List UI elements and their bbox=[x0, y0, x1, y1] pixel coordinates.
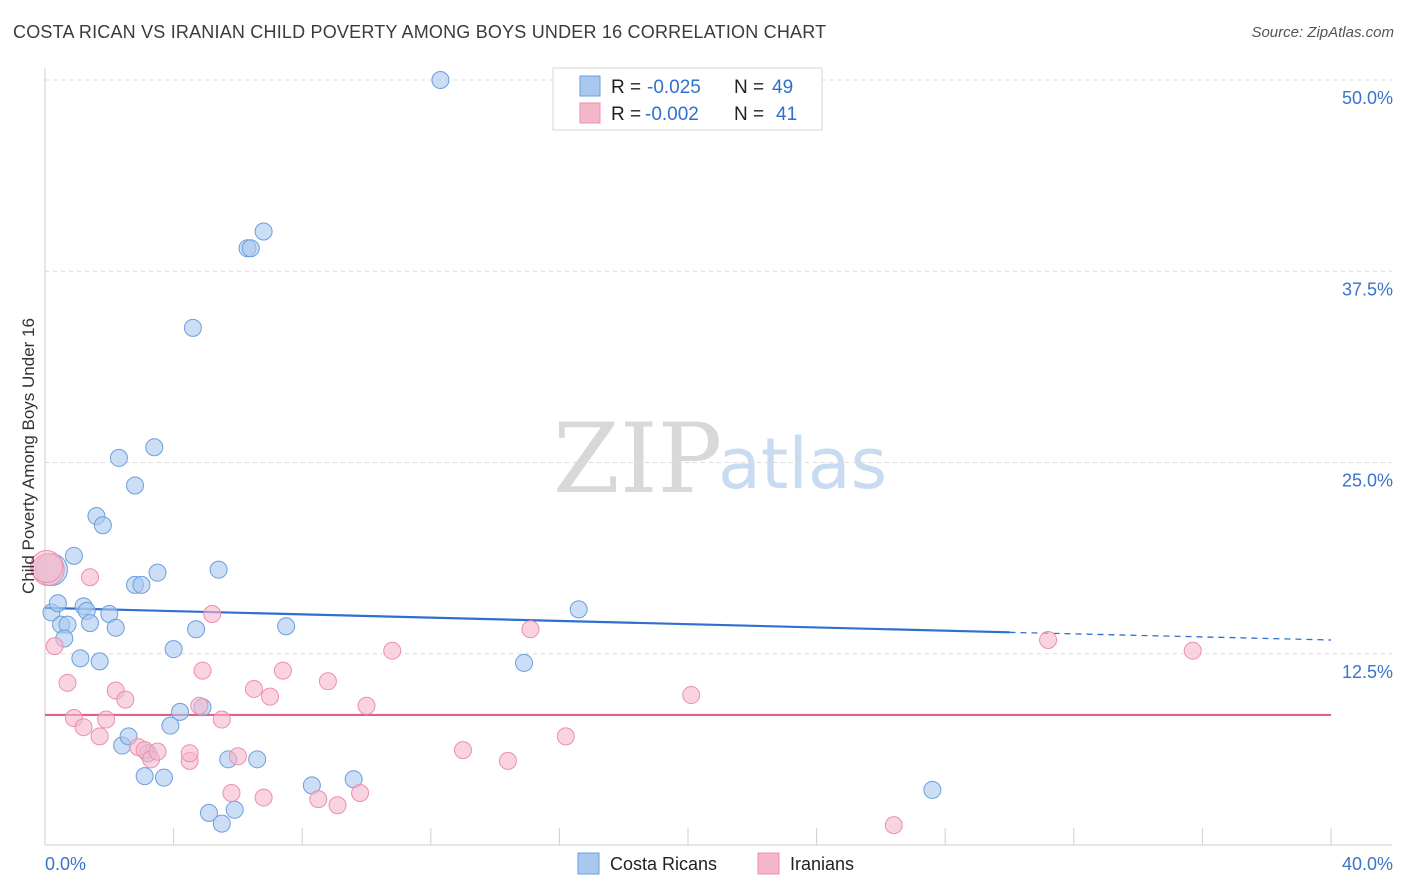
point-costa-ricans bbox=[209, 560, 228, 579]
y-tick-label: 37.5% bbox=[1342, 279, 1393, 299]
point-costa-ricans bbox=[93, 516, 112, 535]
point-costa-ricans bbox=[106, 618, 125, 637]
point-costa-ricans bbox=[71, 649, 90, 668]
point-iranians bbox=[521, 620, 540, 639]
point-iranians bbox=[254, 788, 273, 807]
point-iranians bbox=[212, 710, 231, 729]
legend-r-value: -0.002 bbox=[645, 104, 699, 125]
point-iranians bbox=[318, 672, 337, 691]
series-legend-swatch-iranians bbox=[757, 852, 780, 875]
point-costa-ricans bbox=[145, 438, 164, 457]
point-costa-ricans bbox=[225, 800, 244, 819]
data-points bbox=[30, 71, 1202, 835]
watermark-zip: ZIP bbox=[553, 403, 722, 515]
point-costa-ricans bbox=[64, 546, 83, 565]
point-costa-ricans bbox=[248, 750, 267, 769]
point-costa-ricans bbox=[212, 814, 231, 833]
point-costa-ricans bbox=[126, 476, 145, 495]
point-iranians bbox=[884, 816, 903, 835]
y-axis-label: Child Poverty Among Boys Under 16 bbox=[19, 318, 38, 594]
legend-n-value: 49 bbox=[772, 77, 793, 98]
point-iranians bbox=[351, 783, 370, 802]
series-legend-swatch-costa-ricans bbox=[577, 852, 600, 875]
point-iranians bbox=[30, 550, 64, 584]
point-iranians bbox=[261, 687, 280, 706]
point-iranians bbox=[148, 742, 167, 761]
point-iranians bbox=[498, 751, 517, 770]
point-iranians bbox=[45, 637, 64, 656]
series-legend-costa-ricans: Costa Ricans bbox=[610, 854, 717, 874]
point-costa-ricans bbox=[161, 716, 180, 735]
point-iranians bbox=[81, 568, 100, 587]
point-costa-ricans bbox=[81, 614, 100, 633]
point-costa-ricans bbox=[171, 702, 190, 721]
point-costa-ricans bbox=[183, 318, 202, 337]
point-costa-ricans bbox=[135, 767, 154, 786]
point-costa-ricans bbox=[90, 652, 109, 671]
point-iranians bbox=[190, 696, 209, 715]
point-iranians bbox=[328, 796, 347, 815]
grid-lines bbox=[45, 79, 1392, 655]
point-costa-ricans bbox=[199, 803, 218, 822]
point-iranians bbox=[203, 604, 222, 623]
legend-swatch-iranians bbox=[579, 102, 601, 124]
point-iranians bbox=[1039, 630, 1058, 649]
chart-title: COSTA RICAN VS IRANIAN CHILD POVERTY AMO… bbox=[13, 22, 827, 42]
point-iranians bbox=[273, 661, 292, 680]
legend-n-label: N = bbox=[734, 77, 764, 98]
point-iranians bbox=[74, 718, 93, 737]
legend-r-label: R = bbox=[611, 77, 641, 98]
point-costa-ricans bbox=[132, 575, 151, 594]
y-tick-label: 12.5% bbox=[1342, 662, 1393, 682]
point-iranians bbox=[682, 686, 701, 705]
watermark-atlas: atlas bbox=[718, 423, 887, 505]
point-iranians bbox=[453, 741, 472, 760]
point-iranians bbox=[244, 679, 263, 698]
point-costa-ricans bbox=[187, 620, 206, 639]
point-costa-ricans bbox=[569, 600, 588, 619]
point-costa-ricans bbox=[431, 71, 450, 89]
point-costa-ricans bbox=[109, 448, 128, 467]
legend-n-value: 41 bbox=[776, 104, 797, 125]
series-legend-iranians: Iranians bbox=[790, 854, 854, 874]
y-tick-label: 50.0% bbox=[1342, 88, 1393, 108]
legend-r-label: R = bbox=[611, 104, 641, 125]
legend: R = -0.025 N = 49 R = -0.002 N = 41 bbox=[552, 67, 823, 131]
point-costa-ricans bbox=[154, 768, 173, 787]
source-label: Source: ZipAtlas.com bbox=[1251, 24, 1394, 41]
legend-n-label: N = bbox=[734, 104, 764, 125]
y-tick-label: 25.0% bbox=[1342, 471, 1393, 491]
point-iranians bbox=[556, 727, 575, 746]
axes: 12.5% 25.0% 37.5% 50.0% 0.0% 40.0% bbox=[44, 68, 1393, 874]
point-iranians bbox=[228, 747, 247, 766]
point-iranians bbox=[58, 673, 77, 692]
point-iranians bbox=[116, 690, 135, 709]
point-iranians bbox=[222, 783, 241, 802]
x-tick-label: 0.0% bbox=[45, 854, 86, 874]
point-iranians bbox=[309, 790, 328, 809]
point-costa-ricans bbox=[277, 617, 296, 636]
point-costa-ricans bbox=[164, 640, 183, 659]
point-costa-ricans bbox=[241, 239, 260, 258]
point-iranians bbox=[383, 641, 402, 660]
point-iranians bbox=[193, 661, 212, 680]
point-iranians bbox=[357, 696, 376, 715]
series-legend: Costa Ricans Iranians bbox=[577, 852, 854, 875]
point-iranians bbox=[90, 727, 109, 746]
legend-r-value: -0.025 bbox=[647, 77, 701, 98]
point-costa-ricans bbox=[923, 780, 942, 799]
legend-swatch-costa-ricans bbox=[579, 75, 601, 97]
point-costa-ricans bbox=[515, 653, 534, 672]
trend-line-extension-costa-ricans bbox=[1009, 631, 1332, 641]
point-costa-ricans bbox=[48, 594, 67, 613]
point-costa-ricans bbox=[254, 222, 273, 241]
point-iranians bbox=[97, 710, 116, 729]
point-iranians bbox=[180, 744, 199, 763]
point-costa-ricans bbox=[148, 563, 167, 582]
point-iranians bbox=[1183, 641, 1202, 660]
x-tick-label: 40.0% bbox=[1342, 854, 1393, 874]
